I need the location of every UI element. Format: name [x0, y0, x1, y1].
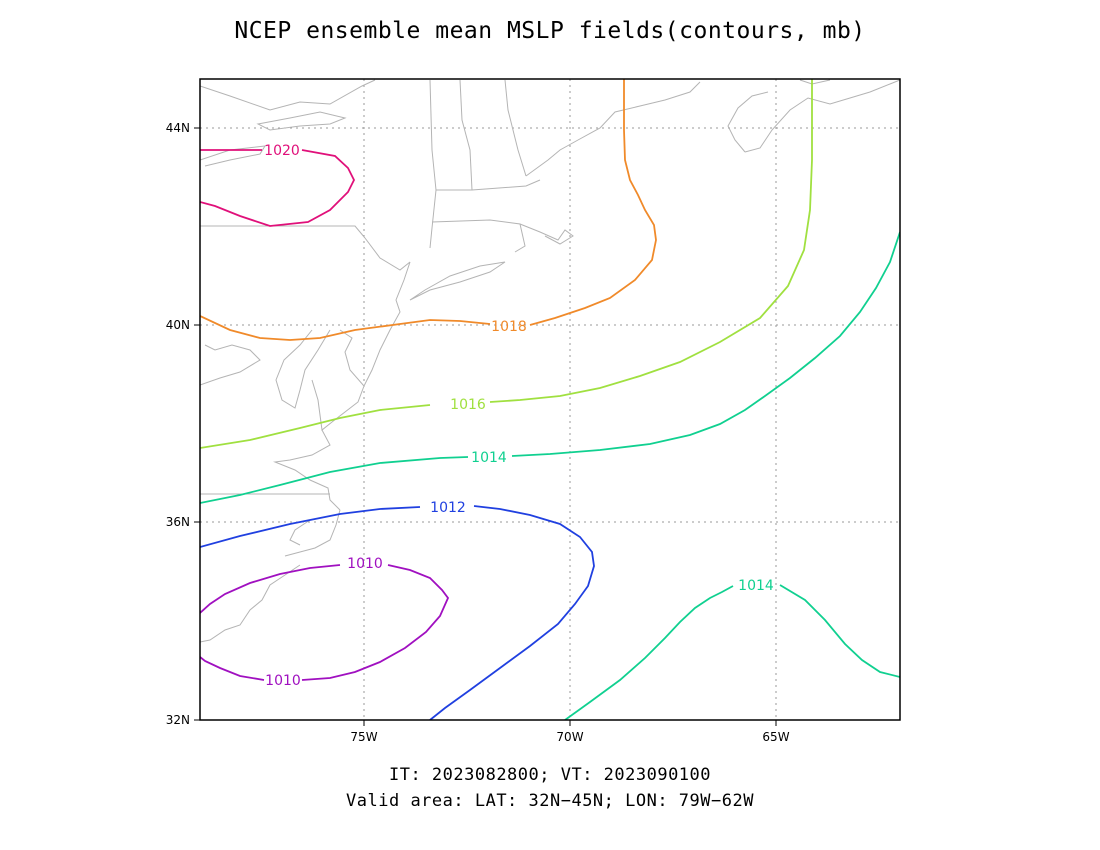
contour-label-1014-southeast: 1014: [738, 578, 774, 594]
border-pa-ny: [200, 225, 366, 239]
lat-tick-36n: 36N: [166, 515, 190, 529]
contour-1012: [200, 505, 595, 720]
tick-labels: 44N 40N 36N 32N 75W 70W 65W: [166, 121, 790, 744]
contour-label-1010-north: 1010: [347, 556, 383, 572]
border-ny-vt: [429, 79, 437, 249]
lon-tick-65w: 65W: [762, 730, 789, 744]
contour-label-1014: 1014: [471, 450, 507, 466]
coastline-nj: [363, 261, 411, 387]
coastline-outer-banks: [284, 509, 341, 557]
border-nj-pa: [364, 237, 411, 271]
lat-tick-32n: 32N: [166, 713, 190, 727]
coastline-cape-cod: [519, 223, 574, 245]
contour-1014: [200, 231, 900, 504]
coastline-nc: [200, 564, 301, 643]
coastline-lake-ontario: [256, 111, 347, 131]
contour-labels: 1020 1018 1016 1014 1012 1010 1014 1010: [264, 143, 774, 689]
contour-1020: [200, 149, 356, 227]
coastline-great-lakes: [200, 79, 376, 111]
contours: [200, 79, 900, 720]
border-ma: [436, 179, 541, 191]
coastline-long-island: [409, 261, 506, 301]
contour-label-1012: 1012: [430, 500, 466, 516]
contour-label-1016: 1016: [450, 397, 486, 413]
coastline-ns-south: [727, 91, 769, 153]
coastline-delaware-bay: [339, 329, 365, 387]
border-vt-nh: [459, 79, 473, 191]
coastline-chesapeake: [275, 329, 331, 409]
coastline-delmarva: [311, 379, 365, 431]
contour-1014-southeast: [564, 584, 900, 720]
coastline-potomac: [200, 344, 261, 386]
caption-times: IT: 2023082800; VT: 2023090100: [388, 765, 712, 785]
coastline-pei: [799, 79, 831, 85]
contour-1016: [200, 79, 813, 449]
contour-label-1020: 1020: [264, 143, 300, 159]
lon-tick-70w: 70W: [556, 730, 583, 744]
caption-area: Valid area: LAT: 32N−45N; LON: 79W−62W: [346, 791, 754, 811]
plot-frame: [199, 78, 901, 721]
border-nh-me: [504, 79, 527, 177]
lat-tick-44n: 44N: [166, 121, 190, 135]
figure-caption: IT: 2023082800; VT: 2023090100 Valid are…: [0, 762, 1100, 814]
coastline-nova-scotia: [744, 79, 900, 153]
border-ct-ri: [431, 219, 526, 253]
lon-tick-75w: 75W: [350, 730, 377, 744]
lat-tick-40n: 40N: [166, 318, 190, 332]
figure-title: NCEP ensemble mean MSLP fields(contours,…: [234, 18, 866, 44]
gridlines: [200, 79, 900, 720]
coastline-maine: [525, 81, 701, 177]
axis-ticks: [194, 127, 777, 726]
contour-label-1018: 1018: [491, 319, 527, 335]
coastline-virginia: [273, 429, 341, 511]
contour-label-1010-south: 1010: [265, 673, 301, 689]
coastlines: [200, 79, 900, 643]
contour-1018: [200, 79, 657, 341]
coastline-pamlico: [289, 519, 311, 546]
coastline-lake-erie: [200, 145, 266, 167]
contour-1010: [200, 564, 450, 681]
